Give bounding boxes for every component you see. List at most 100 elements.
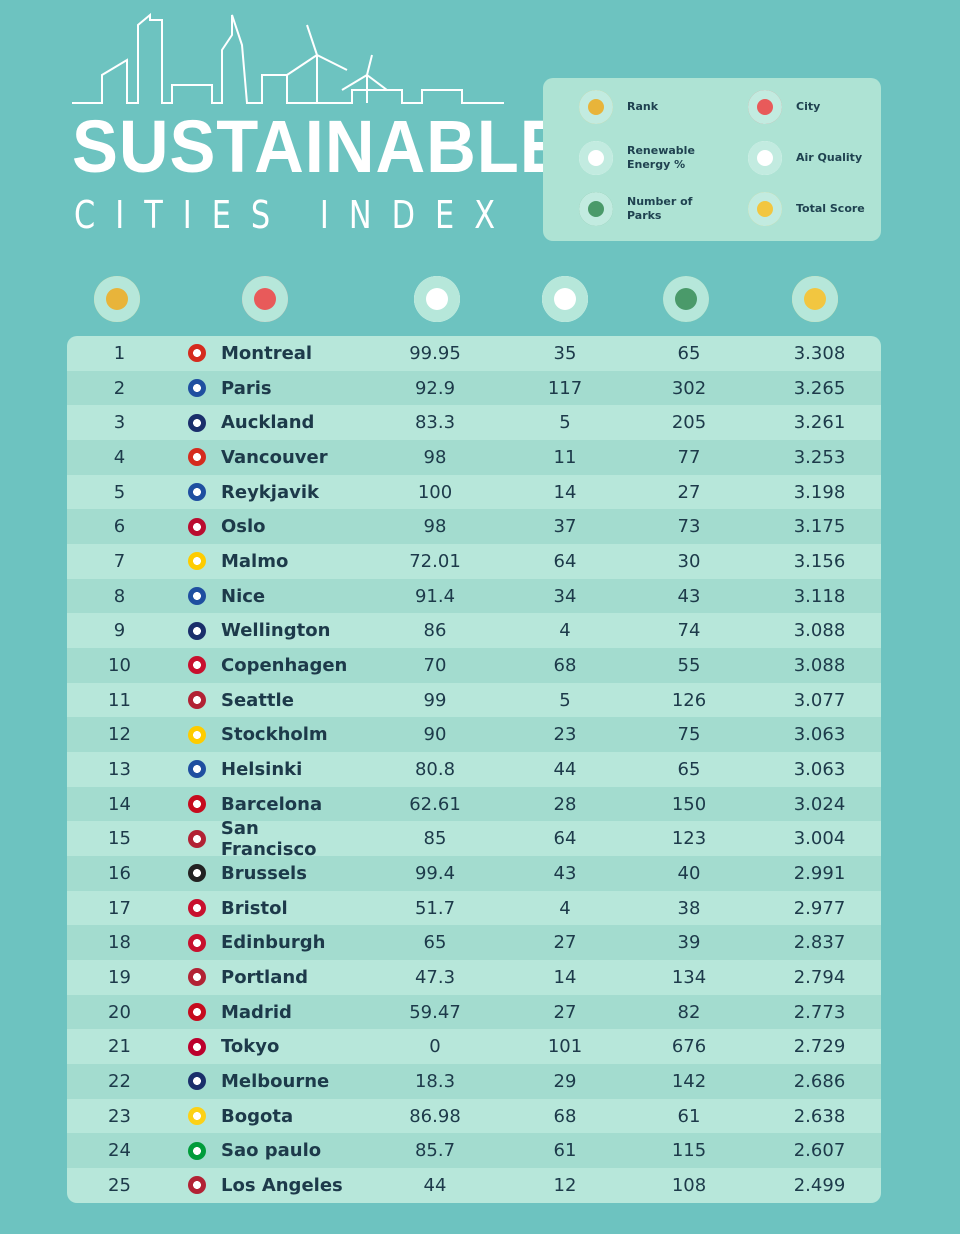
city-cell: Bristol xyxy=(172,898,360,919)
legend: Rank City Renewable Energy % Air Quality Num… xyxy=(543,78,881,241)
legend-item: City xyxy=(748,90,908,124)
cell: 85 xyxy=(423,828,447,850)
flag xyxy=(188,725,206,744)
city-name: Oslo xyxy=(221,516,266,538)
cell: 115 xyxy=(671,1140,707,1162)
table-row: 5 Reykjavik 100 14 27 3.198 xyxy=(67,474,881,510)
cell: 3.261 xyxy=(793,412,846,434)
cell: 11 xyxy=(553,446,577,468)
legend-label: Total Score xyxy=(796,202,865,215)
cell: 17 xyxy=(108,897,131,919)
flag xyxy=(188,1072,206,1091)
legend-label: Air Quality xyxy=(796,151,863,164)
city-cell: Oslo xyxy=(172,516,360,537)
cell: 101 xyxy=(547,1036,583,1058)
flag xyxy=(188,1141,206,1160)
legend-icon xyxy=(748,192,782,226)
table-row: 15 San Francisco 85 64 123 3.004 xyxy=(67,818,881,860)
cell: 18 xyxy=(108,932,131,954)
cell: 3.077 xyxy=(793,689,846,711)
flag xyxy=(188,1107,206,1126)
city-cell: Los Angeles xyxy=(172,1175,360,1196)
cell: 64 xyxy=(553,828,577,850)
table-row: 24 Sao paulo 85.7 61 115 2.607 xyxy=(67,1133,881,1169)
cell: 5 xyxy=(559,412,571,434)
title: SUSTAINABLE xyxy=(72,105,567,188)
cell: 14 xyxy=(553,481,577,503)
table: 1 Montreal 99.95 35 65 3.308 2 Paris 92.9 117 302 3… xyxy=(67,336,881,1203)
city-name: Barcelona xyxy=(221,793,323,815)
city-cell: Seattle xyxy=(172,690,360,711)
legend-label: Number of Parks xyxy=(627,195,693,222)
cell: 68 xyxy=(553,654,577,676)
legend-item: Rank xyxy=(579,90,739,124)
cell: 99.4 xyxy=(414,862,456,884)
cell: 27 xyxy=(553,932,577,954)
cell: 35 xyxy=(553,342,577,364)
table-row: 7 Malmo 72.01 64 30 3.156 xyxy=(67,544,881,579)
city-cell: Malmo xyxy=(172,551,360,572)
cell: 2.686 xyxy=(793,1070,846,1092)
flag xyxy=(188,691,206,710)
cell: 134 xyxy=(671,966,707,988)
cell: 68 xyxy=(553,1105,577,1127)
legend-label: City xyxy=(796,100,821,113)
flag xyxy=(188,344,206,363)
cell: 77 xyxy=(677,446,701,468)
city-cell: Edinburgh xyxy=(172,932,360,953)
city-name: Reykjavik xyxy=(221,481,319,503)
flag xyxy=(188,864,206,883)
cell: 44 xyxy=(553,758,577,780)
city-cell: Portland xyxy=(172,967,360,988)
cell: 3.253 xyxy=(793,446,846,468)
cell: 16 xyxy=(108,862,131,884)
table-row: 16 Brussels 99.4 43 40 2.991 xyxy=(67,856,881,891)
cell: 9 xyxy=(113,620,126,642)
cell: 3.004 xyxy=(793,828,846,850)
column-icon xyxy=(542,276,588,322)
cell: 73 xyxy=(677,516,701,538)
cell: 23 xyxy=(108,1105,131,1127)
cell: 15 xyxy=(108,828,131,850)
cell: 205 xyxy=(671,412,707,434)
cell: 72.01 xyxy=(409,550,461,572)
flag xyxy=(188,448,206,467)
table-row: 11 Seattle 99 5 126 3.077 xyxy=(67,682,881,718)
cell: 12 xyxy=(553,1174,577,1196)
cell: 44 xyxy=(423,1174,447,1196)
city-name: Sao paulo xyxy=(221,1140,322,1162)
legend-item: Number of Parks xyxy=(579,192,739,226)
city-name: Vancouver xyxy=(221,446,328,468)
cell: 3.175 xyxy=(793,516,846,538)
cell: 39 xyxy=(677,932,701,954)
city-name: Brussels xyxy=(221,862,307,884)
city-cell: Paris xyxy=(172,378,360,399)
cell: 27 xyxy=(677,481,701,503)
flag xyxy=(188,760,206,779)
cell: 82 xyxy=(677,1001,701,1023)
cell: 3.308 xyxy=(793,342,846,364)
legend-item: Air Quality xyxy=(748,141,908,175)
cell: 3.088 xyxy=(793,620,846,642)
table-row: 21 Tokyo 0 101 676 2.729 xyxy=(67,1029,881,1065)
city-cell: Sao paulo xyxy=(172,1140,360,1161)
legend-icon xyxy=(579,192,613,226)
cell: 5 xyxy=(113,481,126,503)
cell: 61 xyxy=(677,1105,701,1127)
cell: 65 xyxy=(423,932,447,954)
cell: 2 xyxy=(113,377,126,399)
city-name: Paris xyxy=(221,377,272,399)
cell: 38 xyxy=(677,897,701,919)
cell: 2.837 xyxy=(793,932,846,954)
legend-item: Renewable Energy % xyxy=(579,141,739,175)
flag xyxy=(188,517,206,536)
flag xyxy=(188,1037,206,1056)
cell: 61 xyxy=(553,1140,577,1162)
cell: 10 xyxy=(108,654,131,676)
city-name: Auckland xyxy=(221,412,315,434)
cell: 3 xyxy=(113,412,126,434)
cell: 3.198 xyxy=(793,481,846,503)
cell: 37 xyxy=(553,516,577,538)
cell: 64 xyxy=(553,550,577,572)
